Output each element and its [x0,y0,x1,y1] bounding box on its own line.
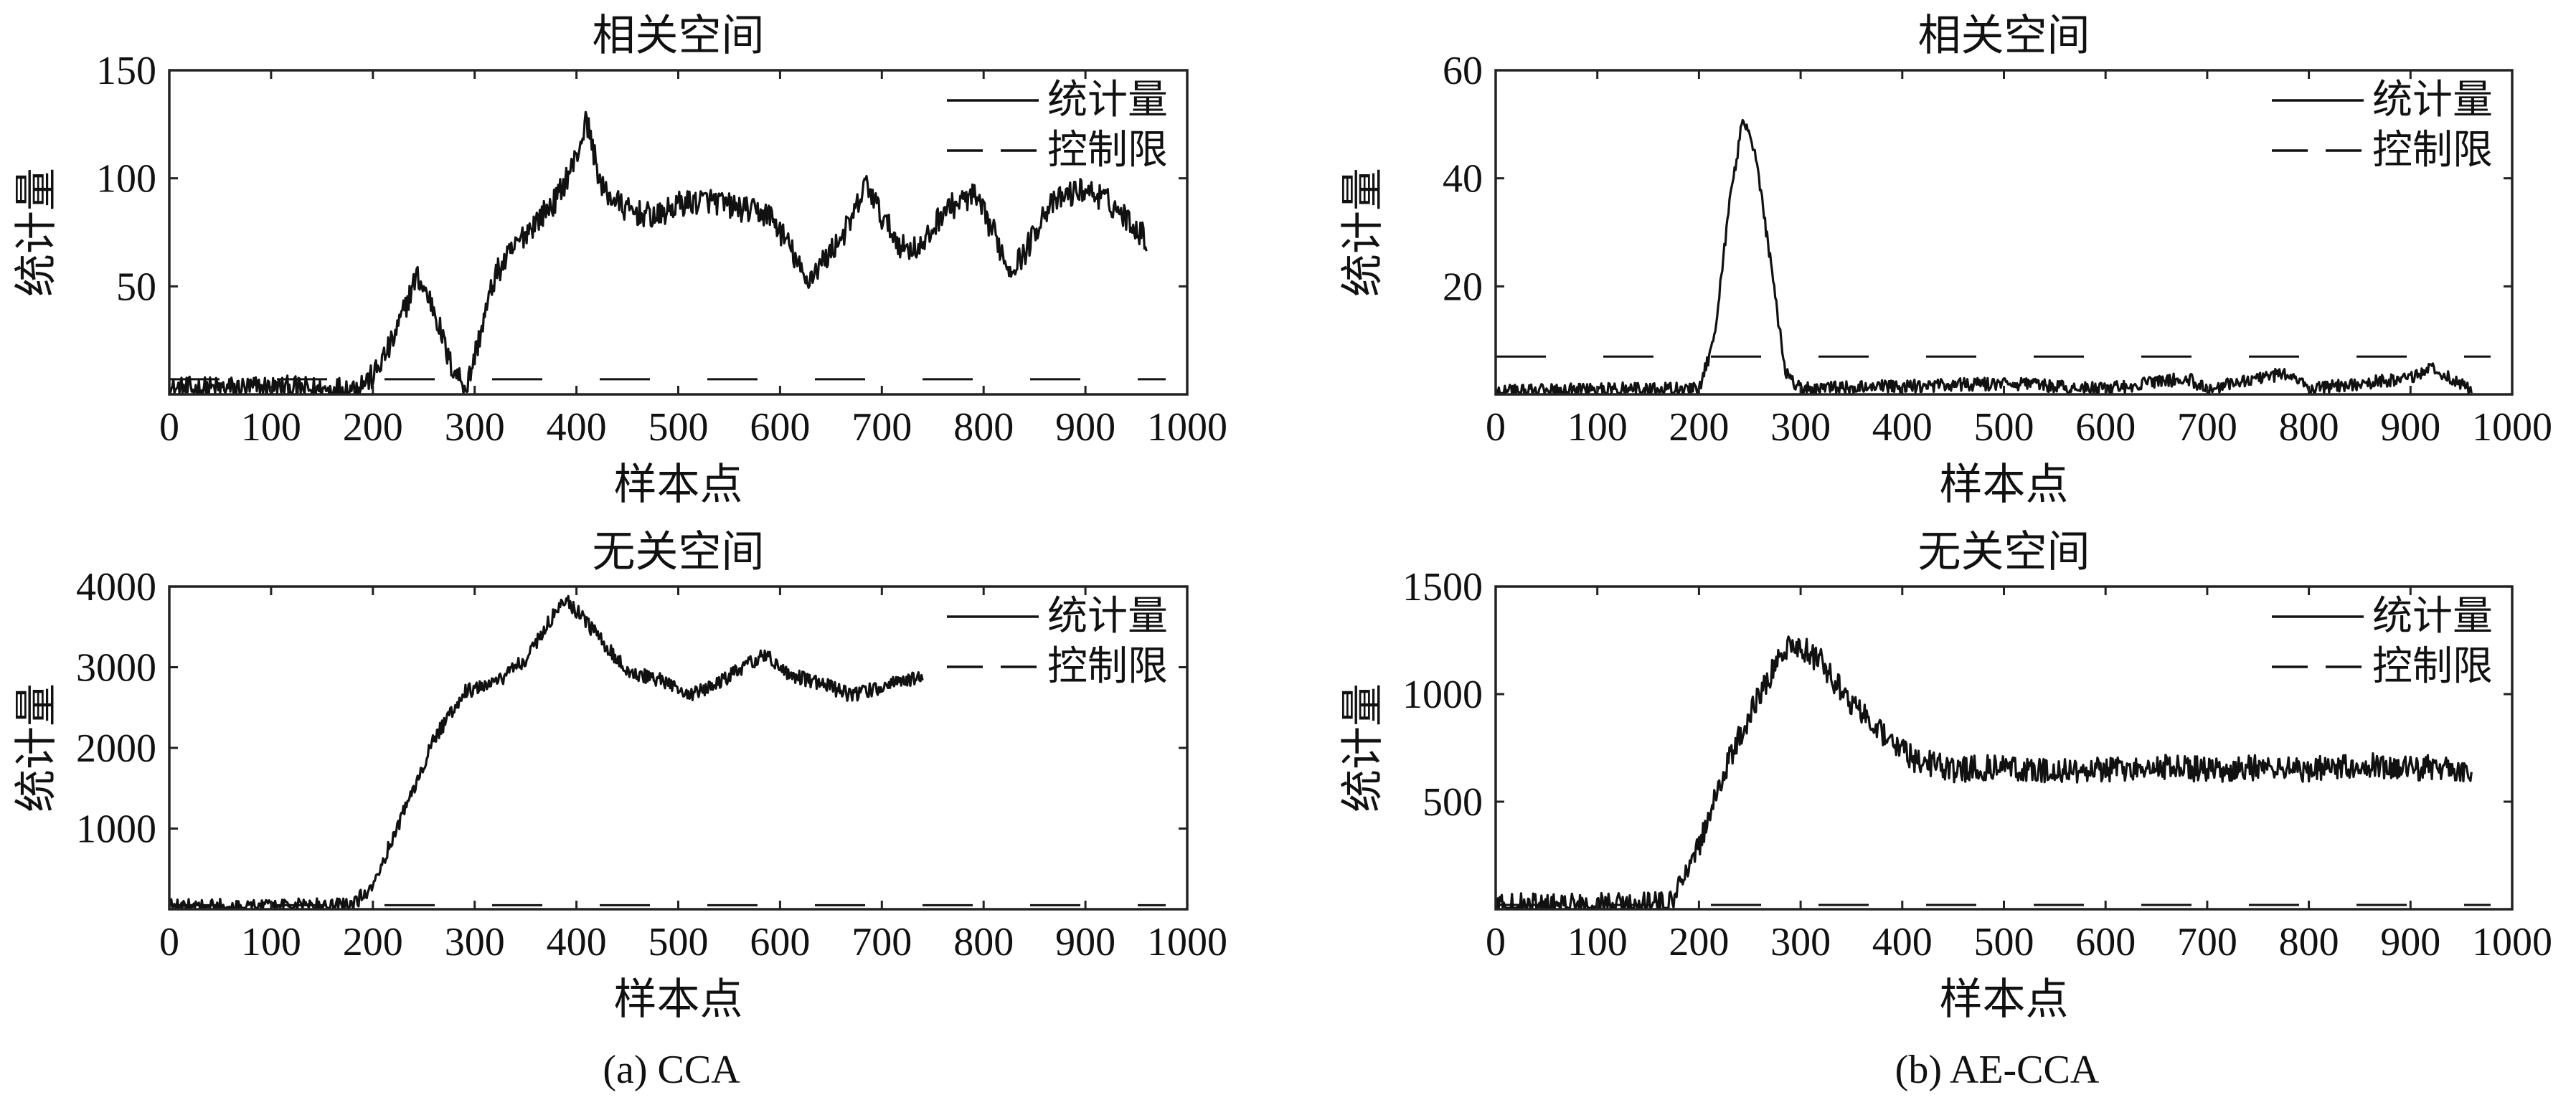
x-tick-label: 0 [1486,920,1506,964]
chart-title: 无关空间 [1918,528,2090,576]
y-tick-label: 1000 [1402,673,1483,717]
legend-label-statistic: 统计量 [2372,594,2493,639]
x-tick-label: 300 [445,405,505,450]
y-tick-label: 4000 [76,565,156,610]
x-tick-label: 900 [1055,405,1115,450]
x-tick-label: 1000 [2472,920,2552,964]
y-tick-label: 50 [116,265,156,309]
x-tick-label: 900 [2380,405,2440,450]
y-tick-label: 20 [1443,265,1483,309]
x-tick-label: 0 [159,405,179,450]
x-tick-label: 800 [953,405,1014,450]
x-tick-label: 400 [547,920,607,964]
x-tick-label: 700 [2177,920,2237,964]
x-axis-label: 样本点 [614,976,743,1023]
series-line-statistic [1495,635,2473,909]
caption-cca: (a) CCA [603,1048,740,1092]
chart-cca-unrelated: 无关空间 0 100 200 300 400 500 600 700 800 900 1000 1000… [13,528,1227,1023]
x-tick-label: 200 [343,920,403,964]
x-tick-label: 500 [648,405,709,450]
caption-ae-cca: (b) AE-CCA [1895,1048,2100,1092]
legend-label-control-limit: 控制限 [1047,128,1168,173]
plot-frame [1494,69,2514,396]
y-tick-label: 100 [96,157,156,201]
legend-label-statistic: 统计量 [2372,78,2493,123]
plot-frame [168,585,1189,911]
x-tick-label: 800 [2279,920,2339,964]
x-tick-label: 800 [953,920,1014,964]
x-tick-label: 400 [1872,405,1933,450]
chart-title: 相关空间 [1918,12,2090,60]
x-tick-label: 300 [1770,405,1831,450]
x-tick-label: 300 [1770,920,1831,964]
y-axis-label: 统计量 [13,168,60,297]
y-tick-label: 40 [1443,157,1483,201]
x-axis-label: 样本点 [1940,461,2069,508]
y-tick-label: 2000 [76,726,156,771]
x-tick-label: 800 [2279,405,2339,450]
y-tick-label: 150 [96,49,156,93]
x-tick-label: 900 [1055,920,1115,964]
x-tick-label: 600 [750,920,810,964]
x-tick-label: 500 [648,920,709,964]
x-tick-label: 400 [547,405,607,450]
series-line-statistic [169,110,1148,394]
x-tick-label: 100 [1567,920,1628,964]
y-tick-label: 500 [1423,780,1483,825]
chart-aecca-related: 相关空间 0 100 200 300 400 500 600 700 800 900 1000 20 40… [1339,12,2552,508]
x-tick-label: 500 [1974,920,2034,964]
x-tick-label: 1000 [1147,405,1227,450]
x-tick-label: 200 [343,405,403,450]
series-line-statistic [1494,118,2473,394]
y-axis-label: 统计量 [1339,168,1387,297]
chart-title: 无关空间 [593,528,765,576]
chart-title: 相关空间 [593,12,765,60]
legend-label-statistic: 统计量 [1047,78,1168,123]
x-tick-label: 100 [241,920,301,964]
x-tick-label: 0 [1486,405,1506,450]
x-tick-label: 600 [2075,920,2136,964]
y-tick-label: 1000 [76,807,156,852]
legend-label-control-limit: 控制限 [2372,645,2493,689]
plot-frame [1494,585,2514,911]
x-tick-label: 500 [1974,405,2034,450]
legend-label-statistic: 统计量 [1047,594,1168,639]
chart-cca-related: 相关空间 0 100 200 300 400 500 600 700 800 900 1000 50 10… [13,12,1227,508]
chart-aecca-unrelated: 无关空间 0 100 200 300 400 500 600 700 800 900 1000 500 1… [1339,528,2552,1023]
legend-label-control-limit: 控制限 [2372,128,2493,173]
x-tick-label: 700 [851,405,912,450]
x-tick-label: 700 [851,920,912,964]
y-tick-label: 60 [1443,49,1483,93]
x-tick-label: 600 [2075,405,2136,450]
x-axis-label: 样本点 [1940,976,2069,1023]
series-line-statistic [168,594,924,909]
y-axis-label: 统计量 [1339,683,1387,812]
x-tick-label: 700 [2177,405,2237,450]
x-tick-label: 900 [2380,920,2440,964]
x-tick-label: 1000 [2472,405,2552,450]
x-axis-label: 样本点 [614,461,743,508]
y-tick-label: 1500 [1402,565,1483,610]
x-tick-label: 100 [1567,405,1628,450]
x-tick-label: 300 [445,920,505,964]
x-tick-label: 200 [1669,920,1729,964]
x-tick-label: 600 [750,405,810,450]
legend-label-control-limit: 控制限 [1047,645,1168,689]
x-tick-label: 0 [159,920,179,964]
y-axis-label: 统计量 [13,683,60,812]
y-tick-label: 3000 [76,646,156,691]
x-tick-label: 100 [241,405,301,450]
x-tick-label: 400 [1872,920,1933,964]
x-tick-label: 1000 [1147,920,1227,964]
x-tick-label: 200 [1669,405,1729,450]
